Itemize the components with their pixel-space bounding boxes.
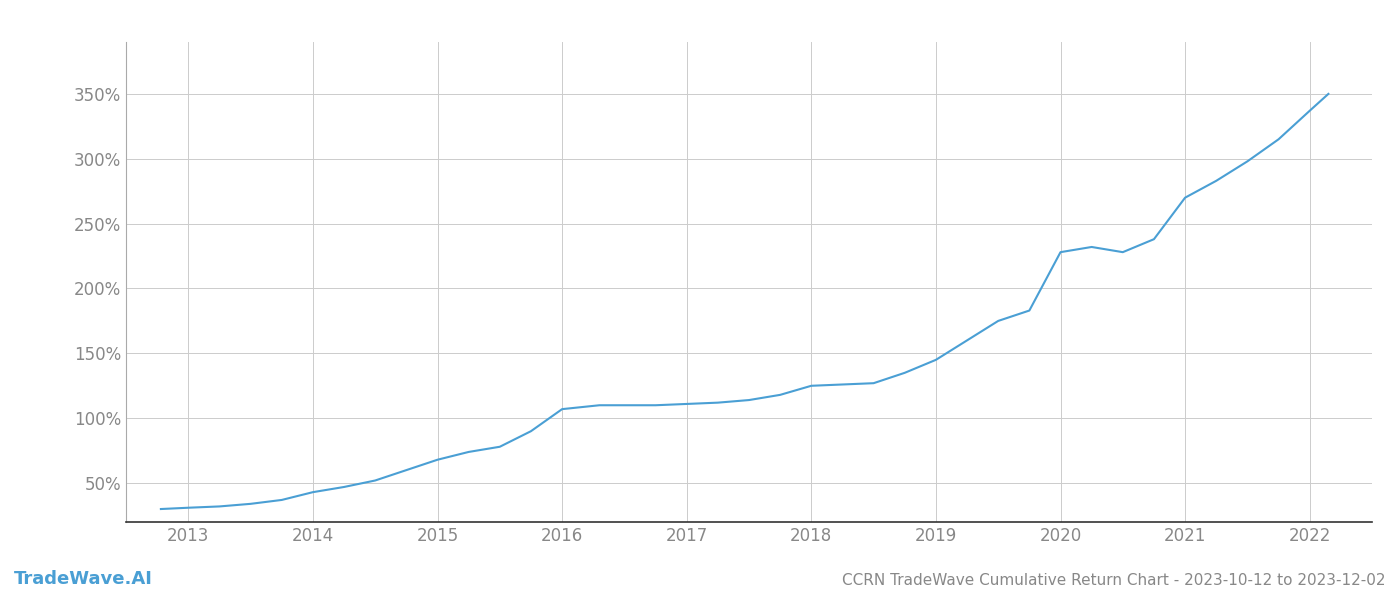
Text: TradeWave.AI: TradeWave.AI (14, 570, 153, 588)
Text: CCRN TradeWave Cumulative Return Chart - 2023-10-12 to 2023-12-02: CCRN TradeWave Cumulative Return Chart -… (843, 573, 1386, 588)
